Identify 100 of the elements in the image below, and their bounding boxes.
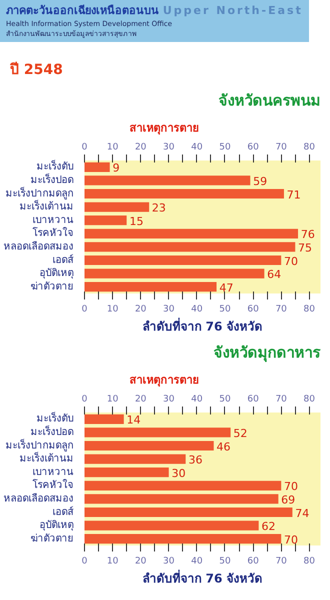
y-tick-label: อุบัติเหตุ bbox=[40, 268, 74, 280]
chart-title: จังหวัดนครพนม bbox=[218, 92, 320, 110]
x2-tick-label: 10 bbox=[106, 304, 119, 314]
y-tick-label: มะเร็งปอด bbox=[30, 424, 74, 438]
x2-tick-label: 30 bbox=[163, 556, 175, 566]
text: ภาคตะวันออกเฉียงเหนือตอนบน bbox=[6, 4, 159, 17]
x-tick-label: 10 bbox=[106, 394, 119, 404]
data-label: 14 bbox=[126, 414, 141, 427]
y-tick-label: มะเร็งเต้านม bbox=[20, 450, 74, 465]
x2-tick-label: 50 bbox=[219, 304, 231, 314]
data-label: 47 bbox=[219, 281, 234, 294]
x2-tick-label: 70 bbox=[275, 304, 288, 314]
y-tick-label: มะเร็งเต้านม bbox=[20, 198, 74, 213]
data-label: 36 bbox=[188, 454, 202, 467]
y-tick-label: อุบัติเหตุ bbox=[40, 520, 74, 532]
y-tick-label: โรคหัวใจ bbox=[32, 226, 74, 240]
data-label: 15 bbox=[129, 214, 144, 228]
y-tick-label: เอดส์ bbox=[52, 254, 74, 266]
y-tick-label: หลอดเลือดสมอง bbox=[4, 240, 74, 252]
x2-tick-label: 70 bbox=[275, 556, 288, 566]
x-tick-label: 10 bbox=[106, 142, 119, 152]
chart-title: จังหวัดมุกดาหาร bbox=[214, 344, 322, 362]
y-tick-label: มะเร็งตับ bbox=[36, 410, 74, 425]
x-tick-label: 40 bbox=[191, 142, 203, 152]
x-tick-label: 80 bbox=[304, 142, 316, 152]
x2-tick-label: 40 bbox=[191, 304, 203, 314]
data-label: 52 bbox=[233, 426, 248, 440]
y-axis-title: สาเหตุการตาย bbox=[130, 122, 198, 136]
bar bbox=[84, 414, 124, 424]
bar bbox=[84, 228, 298, 238]
bar bbox=[84, 480, 282, 490]
x-tick-label: 80 bbox=[304, 394, 316, 404]
x2-tick-label: 80 bbox=[304, 556, 316, 566]
bar bbox=[84, 176, 250, 186]
bar bbox=[84, 188, 284, 199]
data-label: 46 bbox=[216, 440, 231, 454]
x2-tick-label: 50 bbox=[219, 556, 231, 566]
bar bbox=[84, 520, 259, 530]
bar bbox=[84, 162, 110, 172]
data-label: 23 bbox=[152, 202, 166, 215]
y-tick-label: ฆ่าตัวตาย bbox=[30, 281, 74, 292]
y-tick-label: ฆ่าตัวตาย bbox=[30, 533, 74, 544]
x-axis-title: ลำดับที่จาก 76 จังหวัด bbox=[142, 570, 263, 586]
y-tick-label: มะเร็งตับ bbox=[36, 158, 74, 173]
data-label: 69 bbox=[281, 493, 296, 506]
y-tick-label: เบาหวาน bbox=[32, 466, 74, 478]
data-label: 70 bbox=[284, 254, 298, 268]
x2-tick-label: 10 bbox=[106, 556, 119, 566]
x-tick-label: 30 bbox=[163, 394, 175, 404]
bar bbox=[84, 242, 296, 252]
data-label: 62 bbox=[262, 520, 276, 534]
x2-tick-label: 20 bbox=[134, 556, 147, 566]
x-tick-label: 20 bbox=[134, 394, 147, 404]
x-tick-label: 60 bbox=[247, 142, 260, 152]
y-tick-label: เอดส์ bbox=[52, 506, 74, 518]
data-label: 76 bbox=[300, 228, 315, 242]
x2-tick-label: 20 bbox=[134, 304, 147, 314]
y-tick-label: โรคหัวใจ bbox=[32, 478, 74, 492]
y-tick-label: หลอดเลือดสมอง bbox=[4, 492, 74, 504]
x-tick-label: 40 bbox=[191, 394, 203, 404]
x-tick-label: 70 bbox=[275, 142, 288, 152]
bar bbox=[84, 534, 282, 544]
bar bbox=[84, 202, 150, 212]
x-tick-label: 30 bbox=[163, 142, 175, 152]
data-label: 70 bbox=[284, 533, 298, 546]
chart-subtitle: ปี 2548 bbox=[9, 60, 64, 80]
x-tick-label: 70 bbox=[275, 394, 288, 404]
bar bbox=[84, 468, 169, 478]
x2-tick-label: 30 bbox=[163, 304, 175, 314]
bar bbox=[84, 255, 282, 266]
x2-tick-label: 60 bbox=[247, 304, 260, 314]
data-label: 59 bbox=[253, 174, 268, 188]
y-tick-label: เบาหวาน bbox=[32, 214, 74, 226]
bar bbox=[84, 268, 264, 278]
bar bbox=[84, 440, 214, 451]
y-tick-label: มะเร็งปอด bbox=[30, 172, 74, 186]
data-label: 70 bbox=[284, 480, 298, 494]
x2-tick-label: 0 bbox=[82, 556, 88, 566]
data-label: 71 bbox=[286, 188, 301, 202]
bar bbox=[84, 282, 217, 292]
data-label: 74 bbox=[295, 506, 310, 520]
x2-tick-label: 60 bbox=[247, 556, 260, 566]
data-label: 64 bbox=[267, 268, 282, 282]
x2-tick-label: 0 bbox=[82, 304, 88, 314]
x-tick-label: 20 bbox=[134, 142, 147, 152]
x-axis-title: ลำดับที่จาก 76 จังหวัด bbox=[142, 318, 263, 334]
x-tick-label: 0 bbox=[82, 394, 88, 404]
data-label: 75 bbox=[298, 241, 312, 254]
bar bbox=[84, 507, 292, 518]
text: Upper North-East bbox=[162, 4, 303, 17]
y-tick-label: มะเร็งปากมดลูก bbox=[6, 185, 74, 200]
bar bbox=[84, 454, 186, 464]
bar bbox=[84, 428, 231, 438]
x-tick-label: 50 bbox=[219, 142, 231, 152]
data-label: 9 bbox=[112, 162, 120, 175]
bar bbox=[84, 216, 127, 226]
x2-tick-label: 80 bbox=[304, 304, 316, 314]
data-label: 30 bbox=[172, 466, 186, 480]
x-tick-label: 0 bbox=[82, 142, 88, 152]
y-tick-label: มะเร็งปากมดลูก bbox=[6, 437, 74, 452]
